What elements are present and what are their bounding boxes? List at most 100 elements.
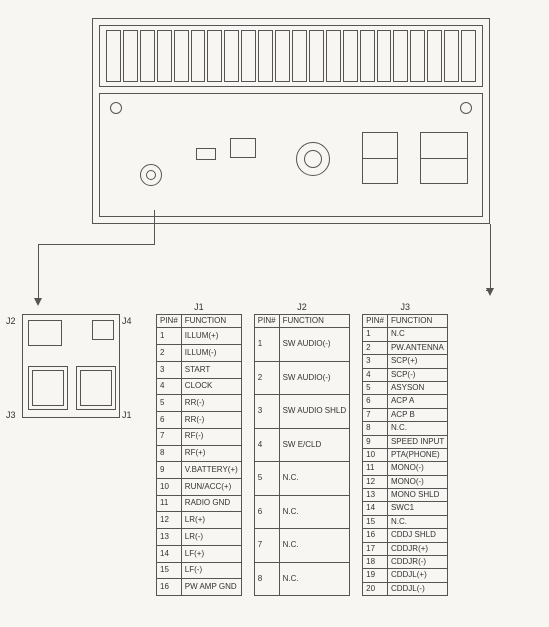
- heatsink-fin: [393, 30, 408, 82]
- table-row: 1SW AUDIO(-): [254, 328, 349, 361]
- cell-pin: 10: [363, 448, 388, 461]
- table-row: 14SWC1: [363, 502, 448, 515]
- cell-pin: 6: [254, 495, 279, 528]
- heatsink-fin: [106, 30, 121, 82]
- cell-func: RF(-): [181, 428, 241, 445]
- hdr-func: FUNCTION: [181, 315, 241, 328]
- cell-pin: 12: [363, 475, 388, 488]
- hdr-func: FUNCTION: [387, 315, 447, 328]
- cell-pin: 4: [157, 378, 182, 395]
- table-row: 4CLOCK: [157, 378, 242, 395]
- table-row: 19CDDJL(+): [363, 569, 448, 582]
- cell-pin: 10: [157, 479, 182, 496]
- cell-pin: 16: [157, 579, 182, 596]
- table-row: 2SW AUDIO(-): [254, 361, 349, 394]
- cell-func: ASYSON: [387, 381, 447, 394]
- cell-pin: 12: [157, 512, 182, 529]
- cell-func: RF(+): [181, 445, 241, 462]
- cell-func: N.C.: [279, 529, 350, 562]
- cell-pin: 14: [157, 545, 182, 562]
- conn-j2: [28, 320, 62, 346]
- unit-conn-left: [362, 132, 398, 184]
- table-row: 9V.BATTERY(+): [157, 462, 242, 479]
- arrow-1-head: [34, 298, 42, 306]
- cell-func: LR(+): [181, 512, 241, 529]
- heatsink-fin: [343, 30, 358, 82]
- table-row: 2PW.ANTENNA: [363, 341, 448, 354]
- cell-func: N.C: [387, 328, 447, 341]
- table-row: 18CDDJR(-): [363, 556, 448, 569]
- heatsink-fin: [191, 30, 206, 82]
- cell-pin: 6: [363, 395, 388, 408]
- arrow-1-v2: [38, 244, 39, 300]
- cell-pin: 7: [254, 529, 279, 562]
- table-row: 10PTA(PHONE): [363, 448, 448, 461]
- cell-func: MONO SHLD: [387, 489, 447, 502]
- unit-conn-right: [420, 132, 468, 184]
- table-row: 7N.C.: [254, 529, 349, 562]
- cell-func: SCP(+): [387, 355, 447, 368]
- port-antenna-inner: [146, 170, 156, 180]
- table-row: 13MONO SHLD: [363, 489, 448, 502]
- table-row: 1ILLUM(+): [157, 328, 242, 345]
- cell-pin: 5: [363, 381, 388, 394]
- table-row: 9SPEED INPUT: [363, 435, 448, 448]
- cell-func: PW.ANTENNA: [387, 341, 447, 354]
- cell-func: SW AUDIO SHLD: [279, 395, 350, 428]
- heatsink-fin: [224, 30, 239, 82]
- cell-pin: 15: [363, 515, 388, 528]
- table-row: 12MONO(-): [363, 475, 448, 488]
- table-j1-title: J1: [156, 302, 242, 314]
- table-row: 15LF(-): [157, 562, 242, 579]
- table-row: 14LF(+): [157, 545, 242, 562]
- label-j4: J4: [122, 316, 132, 326]
- cell-func: N.C.: [387, 422, 447, 435]
- hdr-pin: PIN#: [157, 315, 182, 328]
- table-j3-title: J3: [362, 302, 448, 314]
- cell-pin: 6: [157, 412, 182, 429]
- cell-func: RR(-): [181, 395, 241, 412]
- table-row: 3SCP(+): [363, 355, 448, 368]
- heatsink-fin: [157, 30, 172, 82]
- table-row: 7ACP B: [363, 408, 448, 421]
- cell-pin: 3: [254, 395, 279, 428]
- heatsink-fin: [427, 30, 442, 82]
- heatsink-fin: [123, 30, 138, 82]
- cell-func: START: [181, 361, 241, 378]
- port-screw-2: [460, 102, 472, 114]
- cell-pin: 4: [254, 428, 279, 461]
- heatsink-fin: [444, 30, 459, 82]
- cell-func: CDDJL(+): [387, 569, 447, 582]
- cell-func: MONO(-): [387, 475, 447, 488]
- cell-func: PW AMP GND: [181, 579, 241, 596]
- cell-func: RR(-): [181, 412, 241, 429]
- heatsink-fin: [309, 30, 324, 82]
- table-row: 10RUN/ACC(+): [157, 479, 242, 496]
- hdr-func: FUNCTION: [279, 315, 350, 328]
- cell-func: PTA(PHONE): [387, 448, 447, 461]
- cell-func: CDDJ SHLD: [387, 529, 447, 542]
- table-row: 4SW E/CLD: [254, 428, 349, 461]
- cell-pin: 11: [363, 462, 388, 475]
- table-row: 16CDDJ SHLD: [363, 529, 448, 542]
- table-row: 20CDDJL(-): [363, 582, 448, 595]
- table-row: 11RADIO GND: [157, 495, 242, 512]
- cell-pin: 15: [157, 562, 182, 579]
- cell-pin: 2: [157, 345, 182, 362]
- pin-tables: J1 PIN# FUNCTION 1ILLUM(+)2ILLUM(-)3STAR…: [156, 302, 448, 596]
- cell-pin: 5: [157, 395, 182, 412]
- label-j1: J1: [122, 410, 132, 420]
- cell-func: RADIO GND: [181, 495, 241, 512]
- cell-pin: 8: [363, 422, 388, 435]
- cell-func: SPEED INPUT: [387, 435, 447, 448]
- label-j3: J3: [6, 410, 16, 420]
- cell-func: CDDJL(-): [387, 582, 447, 595]
- cell-func: CLOCK: [181, 378, 241, 395]
- cell-func: ACP B: [387, 408, 447, 421]
- cell-pin: 4: [363, 368, 388, 381]
- heatsink-fin: [140, 30, 155, 82]
- cell-func: N.C.: [279, 562, 350, 596]
- cell-func: V.BATTERY(+): [181, 462, 241, 479]
- conn-j1-inner: [80, 370, 112, 406]
- heatsink-fin: [410, 30, 425, 82]
